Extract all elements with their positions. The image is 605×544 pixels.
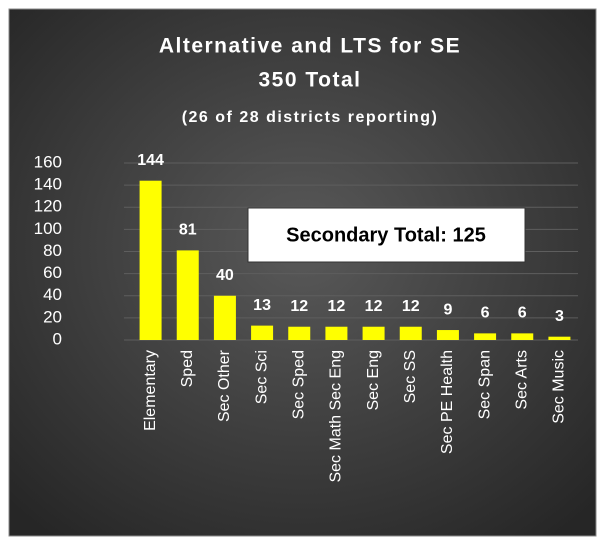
value-label: 12	[365, 298, 383, 315]
bar	[213, 295, 236, 340]
value-label: 6	[481, 305, 490, 322]
value-label: 12	[402, 298, 420, 315]
value-label: 144	[137, 152, 164, 169]
x-tick-label: Sec Arts	[513, 350, 530, 410]
x-tick-label: Sec Math Sec Eng	[328, 350, 345, 483]
value-label: 3	[555, 308, 564, 325]
y-tick-label: 0	[53, 329, 62, 348]
bar	[288, 326, 311, 340]
bar	[436, 330, 459, 340]
y-tick-label: 80	[43, 241, 62, 260]
x-tick-label: Sped	[179, 350, 196, 387]
value-label: 13	[253, 297, 271, 314]
bar	[251, 325, 274, 340]
y-tick-label: 60	[43, 263, 62, 282]
y-tick-label: 100	[34, 219, 62, 238]
bar	[362, 326, 385, 340]
bar	[325, 326, 348, 340]
x-tick-label: Sec Music	[551, 350, 568, 424]
y-tick-label: 140	[34, 175, 62, 194]
bar	[548, 336, 571, 340]
x-tick-label: Sec Sci	[253, 350, 270, 404]
y-tick-label: 120	[34, 197, 62, 216]
x-tick-label: Sec Sped	[290, 350, 307, 419]
bar	[139, 180, 162, 340]
y-tick-label: 20	[43, 307, 62, 326]
bar	[399, 326, 422, 340]
value-label: 9	[443, 301, 452, 318]
value-label: 12	[290, 298, 308, 315]
chart-background	[8, 8, 597, 537]
x-tick-label: Sec Span	[476, 350, 493, 419]
value-label: 6	[518, 305, 527, 322]
chart-note: (26 of 28 districts reporting)	[182, 109, 439, 126]
bar	[176, 250, 199, 340]
y-tick-label: 40	[43, 285, 62, 304]
x-tick-label: Sec Eng	[365, 350, 382, 410]
value-label: 40	[216, 267, 234, 284]
annotation: Secondary Total: 125	[286, 224, 486, 246]
value-label: 81	[179, 222, 197, 239]
chart-subtitle: 350 Total	[259, 69, 362, 92]
y-tick-label: 160	[34, 152, 62, 171]
value-label: 12	[328, 298, 346, 315]
chart-title: Alternative and LTS for SE	[159, 35, 461, 58]
x-tick-label: Elementary	[142, 350, 159, 431]
x-tick-label: Sec SS	[402, 350, 419, 403]
x-tick-label: Sec Other	[216, 349, 233, 422]
bar	[474, 333, 497, 340]
x-tick-label: Sec PE Health	[439, 350, 456, 454]
annotation-box	[247, 207, 526, 263]
bar	[511, 333, 534, 340]
